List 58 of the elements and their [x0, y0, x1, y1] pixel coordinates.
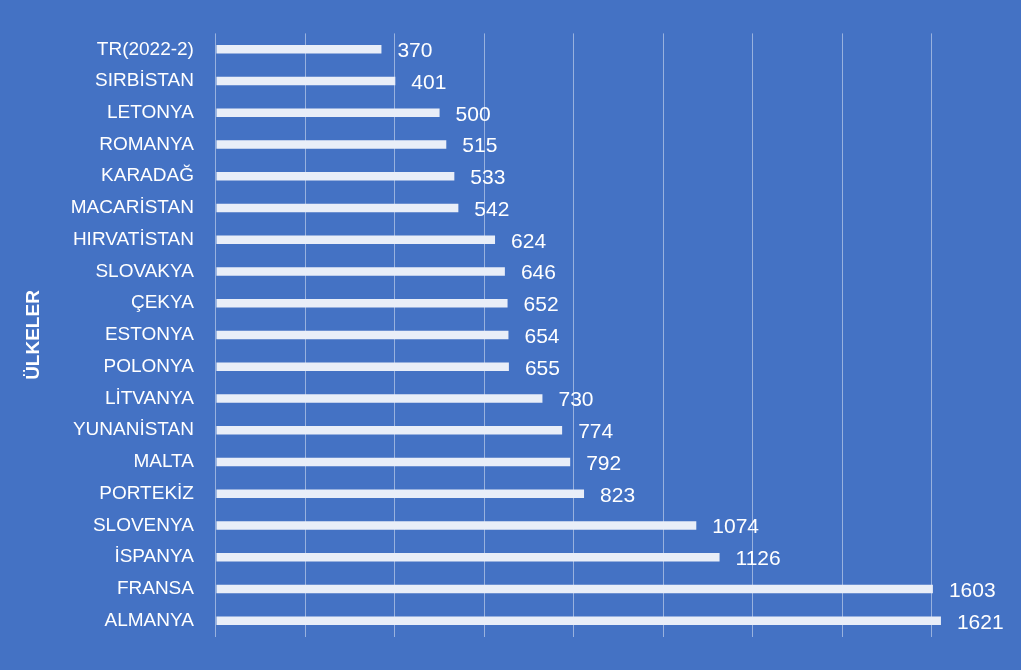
data-label: 654 [524, 323, 560, 347]
y-tick-label: LETONYA [107, 101, 195, 122]
y-tick-label: ÇEKYA [130, 291, 195, 313]
data-label: 1621 [956, 609, 1004, 633]
bar [216, 425, 563, 435]
bar [216, 140, 447, 149]
bar [216, 203, 459, 213]
y-tick-label: SIRBİSTAN [95, 69, 194, 91]
y-tick-label: ALMANYA [104, 608, 195, 630]
bar [216, 235, 496, 245]
y-axis-title: ÜLKELER [21, 289, 43, 380]
data-label: 823 [600, 482, 636, 506]
data-label: 652 [523, 292, 559, 316]
bar [216, 171, 455, 181]
y-tick-label: SLOVAKYA [95, 259, 195, 281]
bar [216, 521, 697, 530]
data-label: 401 [411, 69, 447, 93]
bar [216, 457, 571, 467]
bar [216, 298, 508, 308]
data-label: 655 [524, 355, 560, 379]
y-tick-label: TR(2022-2) [96, 37, 194, 59]
y-tick-label: YUNANİSTAN [72, 418, 194, 440]
y-tick-label: FRANSA [116, 577, 195, 599]
bar [216, 44, 382, 54]
data-label: 774 [578, 419, 614, 443]
data-label: 370 [397, 38, 433, 62]
data-label: 624 [511, 228, 547, 252]
bar [216, 489, 585, 499]
bar [216, 76, 396, 86]
y-tick-label: HIRVATİSTAN [72, 227, 194, 249]
bar [216, 108, 440, 118]
bar [216, 362, 509, 372]
data-label: 792 [586, 450, 622, 474]
data-label: 646 [520, 260, 556, 284]
y-tick-label: KARADAĞ [101, 164, 194, 186]
bar [216, 394, 543, 403]
y-tick-label: ESTONYA [104, 323, 195, 345]
data-label: 730 [558, 387, 594, 411]
y-tick-label: PORTEKİZ [99, 481, 195, 503]
data-label: 1074 [712, 514, 760, 538]
y-tick-label: İSPANYA [114, 545, 195, 567]
y-tick-label: POLONYA [103, 354, 195, 376]
data-label: 533 [470, 165, 506, 189]
y-tick-label: MALTA [133, 450, 195, 472]
data-label: 1603 [948, 577, 996, 601]
bar [216, 267, 505, 276]
bar [216, 552, 720, 562]
y-tick-label: LİTVANYA [104, 386, 195, 408]
y-tick-label: MACARİSTAN [70, 196, 194, 218]
y-tick-label: ROMANYA [99, 132, 195, 154]
y-tick-label: SLOVENYA [92, 513, 195, 535]
bar [216, 330, 509, 340]
bar [216, 584, 933, 594]
data-label: 542 [474, 196, 510, 220]
bar [216, 616, 941, 626]
data-label: 1126 [735, 546, 781, 570]
data-label: 500 [455, 101, 491, 125]
data-label: 515 [462, 133, 498, 157]
